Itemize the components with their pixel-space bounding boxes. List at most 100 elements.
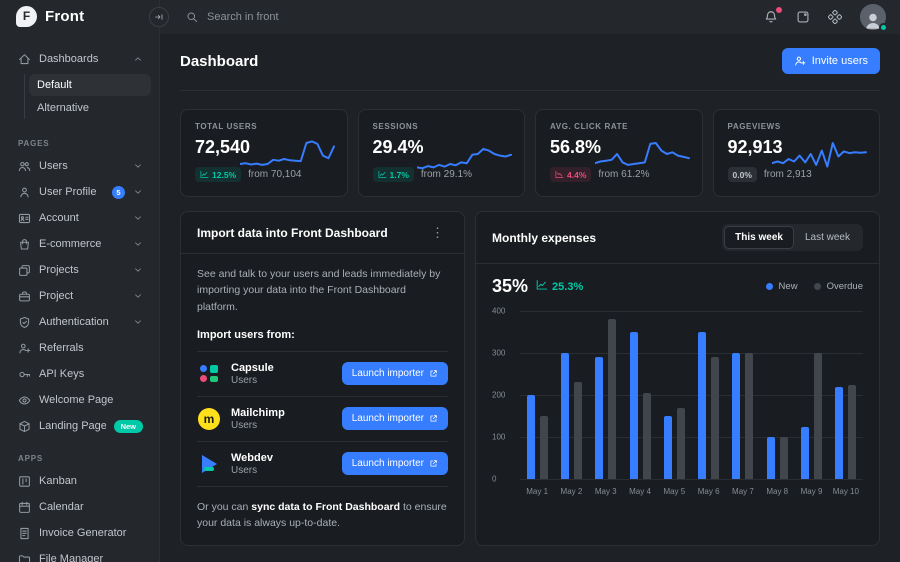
bar-new-may-2 — [560, 353, 569, 479]
expenses-card-body: 35% 25.3% New Overdue 0 100 200 300 400 May 1… — [476, 264, 879, 510]
sidebar-item-dashboards[interactable]: Dashboards — [8, 47, 151, 72]
mailchimp-logo: m — [198, 407, 220, 430]
chart-gridline — [520, 353, 863, 354]
invite-users-button[interactable]: Invite users — [781, 48, 880, 74]
legend-item-new[interactable]: New — [765, 281, 798, 292]
sidebar-item-users[interactable]: Users — [8, 154, 151, 179]
bar-overdue-may-8 — [779, 437, 788, 479]
stat-card-total-users: TOTAL USERS 72,540 12.5% from 70,104 — [180, 109, 348, 197]
launch-importer-button-webdev[interactable]: Launch importer — [341, 452, 448, 476]
week-toggle-group: This week Last week — [722, 224, 863, 251]
eye-icon — [18, 394, 31, 407]
sidebar-item-account[interactable]: Account — [8, 206, 151, 231]
chevron-down-icon — [133, 187, 143, 197]
kanban-icon — [18, 475, 31, 488]
sidebar-nav: Dashboards Default Alternative PAGES Users Us… — [0, 33, 159, 562]
x-axis-tick-label: May 10 — [832, 487, 859, 496]
x-axis-tick-label: May 9 — [800, 487, 823, 496]
more-options-icon[interactable]: ⋮ — [431, 225, 444, 240]
online-status-dot — [879, 22, 888, 32]
sidebar-item-invoice-generator[interactable]: Invoice Generator — [8, 521, 151, 546]
import-card-header: Import data into Front Dashboard ⋮ — [181, 212, 464, 254]
source-type: Users — [231, 419, 258, 431]
import-subtitle: Import users from: — [197, 329, 448, 352]
sidebar-subitem-alternative[interactable]: Alternative — [37, 101, 89, 114]
sidebar-item-calendar[interactable]: Calendar — [8, 495, 151, 520]
brand-logo[interactable]: F Front — [0, 0, 159, 33]
bar-overdue-may-5 — [676, 407, 685, 479]
launch-importer-button-mailchimp[interactable]: Launch importer — [341, 407, 448, 431]
bar-overdue-may-3 — [608, 319, 617, 479]
expenses-summary-row: 35% 25.3% New Overdue — [492, 276, 863, 297]
sidebar: F Front Dashboards Default Alternative PAGE… — [0, 0, 160, 562]
legend-dot — [813, 283, 821, 290]
import-card-title: Import data into Front Dashboard — [197, 225, 388, 240]
sidebar-item-welcome-page[interactable]: Welcome Page — [8, 388, 151, 413]
apps-grid-icon[interactable] — [828, 9, 842, 24]
count-badge: 5 — [112, 185, 125, 199]
global-search-input[interactable] — [207, 10, 427, 23]
stat-previous-value: from 29.1% — [420, 169, 473, 180]
external-link-icon — [429, 459, 438, 468]
dashboards-subnav: Default Alternative — [24, 73, 151, 119]
page-title: Dashboard — [180, 52, 259, 70]
sidebar-section-header: PAGES — [18, 138, 50, 148]
chart-gridline — [520, 479, 863, 480]
launch-importer-button-capsule[interactable]: Launch importer — [341, 362, 448, 386]
sidebar-item-user-profile[interactable]: User Profile 5 — [8, 180, 151, 205]
sidebar-item-projects[interactable]: Projects — [8, 258, 151, 283]
trend-up-icon — [378, 170, 387, 179]
sidebar-item-api-keys[interactable]: API Keys — [8, 362, 151, 387]
legend-item-overdue[interactable]: Overdue — [813, 281, 863, 292]
stat-label: SESSIONS — [372, 122, 419, 131]
stat-card-avg-click-rate: AVG. CLICK RATE 56.8% 4.4% from 61.2% — [535, 109, 703, 197]
sidebar-item-file-manager[interactable]: File Manager — [8, 547, 151, 562]
sidebar-item-project[interactable]: Project — [8, 284, 151, 309]
new-badge: New — [113, 419, 143, 433]
expenses-card-title: Monthly expenses — [492, 230, 597, 245]
user-avatar[interactable] — [860, 3, 888, 32]
expenses-value: 35% — [492, 276, 529, 296]
y-axis-tick-label: 300 — [492, 348, 506, 358]
sidebar-collapse-button[interactable] — [149, 7, 169, 27]
stat-label: AVG. CLICK RATE — [550, 122, 629, 131]
invoice-icon — [18, 527, 31, 540]
bar-overdue-may-10 — [848, 384, 857, 479]
notification-dot — [776, 6, 782, 13]
toggle-last-week[interactable]: Last week — [794, 226, 861, 249]
global-search[interactable] — [186, 10, 764, 23]
notifications-bell-icon[interactable] — [764, 6, 782, 24]
bar-overdue-may-6 — [711, 357, 720, 479]
stat-previous-value: from 61.2% — [598, 169, 650, 180]
stat-value: 56.8% — [550, 137, 602, 157]
sidebar-item-landing-page[interactable]: Landing Page New — [8, 414, 151, 439]
toggle-this-week[interactable]: This week — [724, 226, 794, 249]
shop-icon — [18, 238, 31, 251]
bar-overdue-may-4 — [642, 392, 651, 479]
x-axis-tick-label: May 4 — [629, 487, 651, 496]
sidebar-item-authentication[interactable]: Authentication — [8, 310, 151, 335]
bar-new-may-6 — [698, 332, 707, 479]
bar-group-may-10 — [829, 311, 863, 479]
y-axis-tick-label: 400 — [492, 306, 506, 316]
y-axis-tick-label: 200 — [492, 390, 506, 400]
sidebar-item-kanban[interactable]: Kanban — [8, 469, 151, 494]
bar-group-may-3 — [589, 311, 623, 479]
activity-window-icon[interactable] — [796, 10, 810, 24]
x-axis-tick-label: May 8 — [766, 487, 789, 496]
topbar-actions — [764, 3, 888, 32]
bar-new-may-10 — [835, 386, 844, 479]
chart-legend: New Overdue — [765, 281, 863, 292]
chevron-down-icon — [133, 239, 143, 249]
sidebar-item-e-commerce[interactable]: E-commerce — [8, 232, 151, 257]
stat-delta-badge: 4.4% — [550, 167, 592, 182]
sidebar-item-referrals[interactable]: Referrals — [8, 336, 151, 361]
stat-previous-value: from 70,104 — [248, 169, 302, 180]
bar-group-may-5 — [657, 311, 691, 479]
bar-overdue-may-9 — [814, 353, 823, 479]
chevron-down-icon — [133, 317, 143, 327]
front-logo-icon: F — [16, 5, 37, 27]
sidebar-subitem-default[interactable]: Default — [29, 73, 151, 96]
shield-icon — [18, 316, 31, 329]
chart-x-axis-labels: May 1 May 2 May 3 May 4 May 5 May 6 May 7 May 8… — [520, 487, 863, 496]
